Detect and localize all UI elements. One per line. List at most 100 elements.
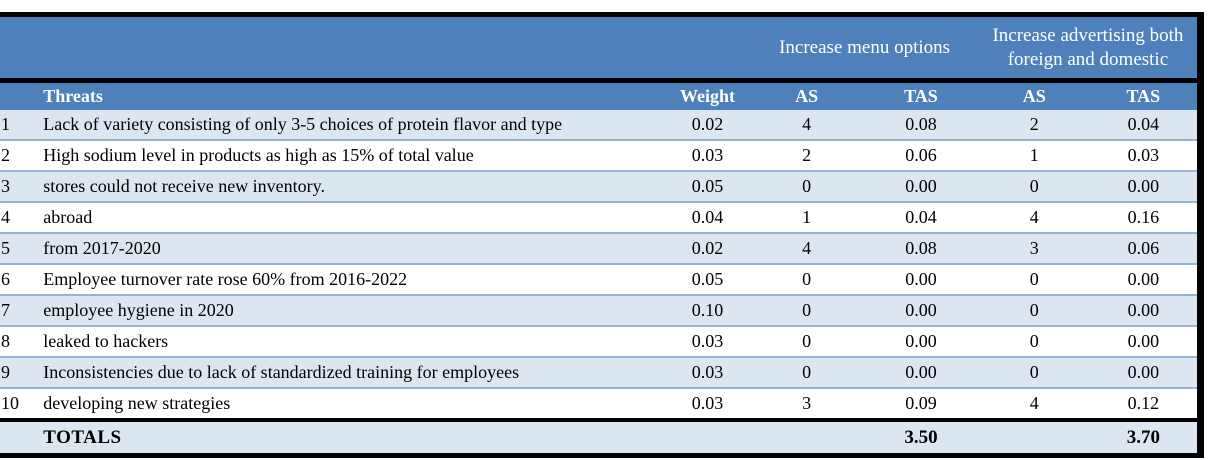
threat-cell: abroad [36, 202, 665, 234]
tas-cell-strategy1: 0.09 [863, 388, 979, 421]
totals-weight-empty [664, 418, 751, 458]
tas-cell-strategy1: 0.00 [863, 357, 979, 389]
tas-cell-strategy2: 0.00 [1089, 295, 1201, 327]
header-tas-strategy1: TAS [863, 80, 979, 110]
as-cell-strategy1: 1 [750, 202, 864, 234]
threat-cell: Lack of variety consisting of only 3-5 c… [36, 110, 665, 141]
tas-cell-strategy2: 0.00 [1089, 357, 1201, 389]
totals-row: TOTALS 3.50 3.70 [0, 418, 1201, 458]
table-row: 5 from 2017-2020 0.02 4 0.08 3 0.06 [0, 233, 1201, 265]
table-row: 7 employee hygiene in 2020 0.10 0 0.00 0… [0, 295, 1201, 327]
as-cell-strategy2: 0 [978, 357, 1090, 389]
threat-cell: Employee turnover rate rose 60% from 201… [36, 264, 665, 296]
threat-cell: from 2017-2020 [36, 233, 665, 265]
totals-label: TOTALS [36, 418, 665, 458]
tas-cell-strategy2: 0.03 [1089, 140, 1201, 172]
as-cell-strategy1: 0 [750, 357, 864, 389]
tas-cell-strategy2: 0.00 [1089, 171, 1201, 203]
threat-cell: stores could not receive new inventory. [36, 171, 665, 203]
threat-cell: leaked to hackers [36, 326, 665, 358]
as-cell-strategy1: 0 [750, 326, 864, 358]
as-cell-strategy1: 0 [750, 295, 864, 327]
totals-tas-strategy2: 3.70 [1089, 418, 1201, 458]
tas-cell-strategy2: 0.04 [1089, 110, 1201, 141]
weight-cell: 0.05 [664, 171, 751, 203]
tas-cell-strategy1: 0.00 [863, 295, 979, 327]
weight-cell: 0.03 [664, 388, 751, 421]
strategy-header-spacer [0, 12, 751, 83]
tas-cell-strategy2: 0.16 [1089, 202, 1201, 234]
row-number: 4 [0, 202, 37, 234]
row-number: 5 [0, 233, 37, 265]
as-cell-strategy1: 4 [750, 110, 864, 141]
tas-cell-strategy1: 0.08 [863, 110, 979, 141]
header-as-strategy1: AS [750, 80, 864, 110]
strategy2-header: Increase advertising both foreign and do… [978, 12, 1201, 83]
header-as-strategy2: AS [978, 80, 1090, 110]
as-cell-strategy2: 1 [978, 140, 1090, 172]
threat-cell: developing new strategies [36, 388, 665, 421]
as-cell-strategy2: 0 [978, 326, 1090, 358]
table-row: 8 leaked to hackers 0.03 0 0.00 0 0.00 [0, 326, 1201, 358]
totals-num-spacer [0, 418, 37, 458]
tas-cell-strategy2: 0.06 [1089, 233, 1201, 265]
row-number: 6 [0, 264, 37, 296]
tas-cell-strategy1: 0.08 [863, 233, 979, 265]
table-row: 4 abroad 0.04 1 0.04 4 0.16 [0, 202, 1201, 234]
as-cell-strategy2: 0 [978, 171, 1090, 203]
as-cell-strategy2: 2 [978, 110, 1090, 141]
as-cell-strategy1: 0 [750, 171, 864, 203]
tas-cell-strategy1: 0.00 [863, 326, 979, 358]
table-row: 6 Employee turnover rate rose 60% from 2… [0, 264, 1201, 296]
tas-cell-strategy1: 0.06 [863, 140, 979, 172]
as-cell-strategy1: 3 [750, 388, 864, 421]
row-number: 3 [0, 171, 37, 203]
header-num-spacer [0, 80, 37, 110]
weight-cell: 0.03 [664, 140, 751, 172]
threat-cell: employee hygiene in 2020 [36, 295, 665, 327]
as-cell-strategy1: 2 [750, 140, 864, 172]
totals-as-strategy2-empty [978, 418, 1090, 458]
tas-cell-strategy1: 0.00 [863, 264, 979, 296]
strategy1-header: Increase menu options [750, 12, 979, 83]
table-row: 3 stores could not receive new inventory… [0, 171, 1201, 203]
qspm-threats-table: Increase menu options Increase advertisi… [0, 12, 1204, 458]
weight-cell: 0.02 [664, 110, 751, 141]
tas-cell-strategy2: 0.12 [1089, 388, 1201, 421]
row-number: 7 [0, 295, 37, 327]
table-row: 10 developing new strategies 0.03 3 0.09… [0, 388, 1201, 421]
strategy-header-row: Increase menu options Increase advertisi… [0, 12, 1201, 83]
as-cell-strategy2: 4 [978, 202, 1090, 234]
weight-cell: 0.10 [664, 295, 751, 327]
as-cell-strategy2: 4 [978, 388, 1090, 421]
table-row: 9 Inconsistencies due to lack of standar… [0, 357, 1201, 389]
as-cell-strategy1: 0 [750, 264, 864, 296]
row-number: 9 [0, 357, 37, 389]
row-number: 10 [0, 388, 37, 421]
as-cell-strategy1: 4 [750, 233, 864, 265]
header-threats: Threats [36, 80, 665, 110]
tas-cell-strategy2: 0.00 [1089, 326, 1201, 358]
row-number: 2 [0, 140, 37, 172]
tas-cell-strategy1: 0.04 [863, 202, 979, 234]
weight-cell: 0.02 [664, 233, 751, 265]
weight-cell: 0.04 [664, 202, 751, 234]
totals-as-strategy1-empty [750, 418, 864, 458]
table-row: 2 High sodium level in products as high … [0, 140, 1201, 172]
as-cell-strategy2: 3 [978, 233, 1090, 265]
header-weight: Weight [664, 80, 751, 110]
row-number: 1 [0, 110, 37, 141]
threat-cell: High sodium level in products as high as… [36, 140, 665, 172]
row-number: 8 [0, 326, 37, 358]
weight-cell: 0.03 [664, 326, 751, 358]
weight-cell: 0.05 [664, 264, 751, 296]
table-row: 1 Lack of variety consisting of only 3-5… [0, 110, 1201, 141]
tas-cell-strategy2: 0.00 [1089, 264, 1201, 296]
totals-tas-strategy1: 3.50 [863, 418, 979, 458]
as-cell-strategy2: 0 [978, 295, 1090, 327]
threat-cell: Inconsistencies due to lack of standardi… [36, 357, 665, 389]
as-cell-strategy2: 0 [978, 264, 1090, 296]
column-header-row: Threats Weight AS TAS AS TAS [0, 80, 1201, 110]
weight-cell: 0.03 [664, 357, 751, 389]
